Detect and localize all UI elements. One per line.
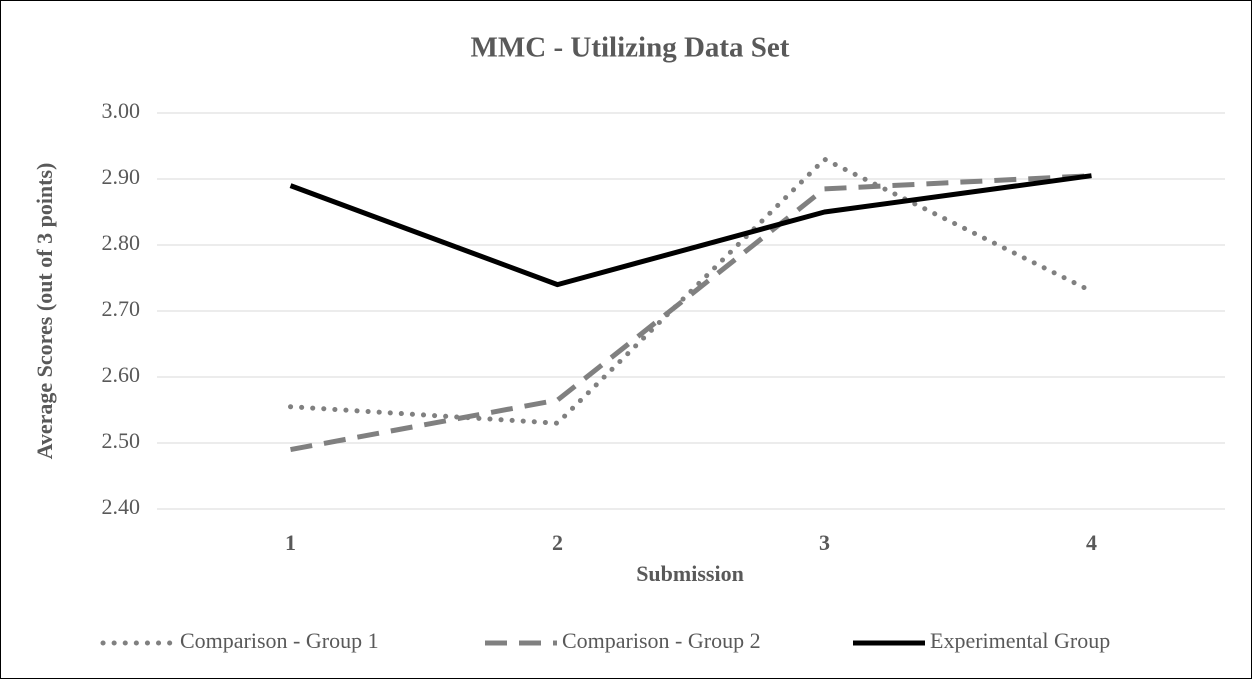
y-tick-label: 2.60 [102, 362, 141, 387]
legend-label: Comparison - Group 1 [180, 628, 379, 653]
x-tick-label: 2 [552, 530, 563, 555]
y-tick-label: 3.00 [102, 98, 141, 123]
y-tick-label: 2.50 [102, 428, 141, 453]
legend-label: Comparison - Group 2 [562, 628, 761, 653]
x-tick-label: 4 [1086, 530, 1097, 555]
chart-title: MMC - Utilizing Data Set [471, 32, 790, 64]
y-tick-label: 2.80 [102, 230, 141, 255]
y-tick-label: 2.90 [102, 164, 141, 189]
x-axis-label: Submission [636, 561, 744, 586]
x-tick-label: 3 [819, 530, 830, 555]
x-tick-label: 1 [285, 530, 296, 555]
y-tick-label: 2.40 [102, 494, 141, 519]
y-axis-label: Average Scores (out of 3 points) [32, 163, 57, 460]
series-line [288, 156, 1094, 426]
y-tick-label: 2.70 [102, 296, 141, 321]
legend-label: Experimental Group [930, 628, 1110, 653]
series-line [289, 173, 1092, 288]
